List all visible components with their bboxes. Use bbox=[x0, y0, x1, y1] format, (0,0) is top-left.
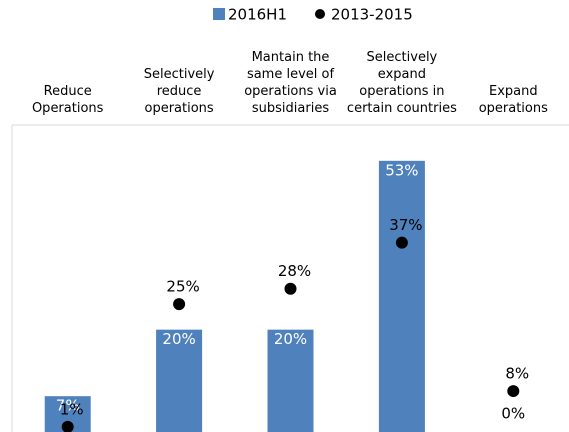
bar-value-label: 0% bbox=[501, 405, 525, 423]
dot bbox=[507, 385, 520, 398]
x-tick-label: Reduce Operations bbox=[32, 84, 104, 116]
legend-label: 2013-2015 bbox=[331, 6, 413, 24]
bar-value-label: 20% bbox=[162, 330, 195, 348]
x-tick-label: Selectively expand operations in certain co… bbox=[347, 50, 457, 116]
legend-label: 2016H1 bbox=[228, 6, 287, 24]
dot-value-label: 1% bbox=[60, 400, 84, 418]
x-tick-label: Selectively reduce operations bbox=[144, 67, 215, 116]
legend-marker bbox=[315, 9, 325, 19]
bar bbox=[267, 329, 314, 432]
x-tick-label: Mantain the same level of operations via su… bbox=[244, 50, 337, 116]
bar bbox=[378, 160, 425, 432]
bar-value-label: 7% bbox=[56, 397, 80, 415]
legend-swatch bbox=[213, 8, 225, 20]
x-tick-label: Expand operations bbox=[479, 84, 548, 116]
bar-value-label: 20% bbox=[274, 330, 307, 348]
dot-value-label: 28% bbox=[278, 262, 311, 280]
dot-value-label: 8% bbox=[505, 365, 529, 383]
bar-value-label: 53% bbox=[385, 161, 418, 179]
bar bbox=[156, 329, 203, 432]
dot bbox=[395, 236, 408, 249]
dot bbox=[61, 420, 74, 432]
dot-value-label: 25% bbox=[166, 278, 199, 296]
dot-value-label: 37% bbox=[389, 216, 422, 234]
dot bbox=[173, 298, 186, 311]
dot bbox=[284, 282, 297, 295]
